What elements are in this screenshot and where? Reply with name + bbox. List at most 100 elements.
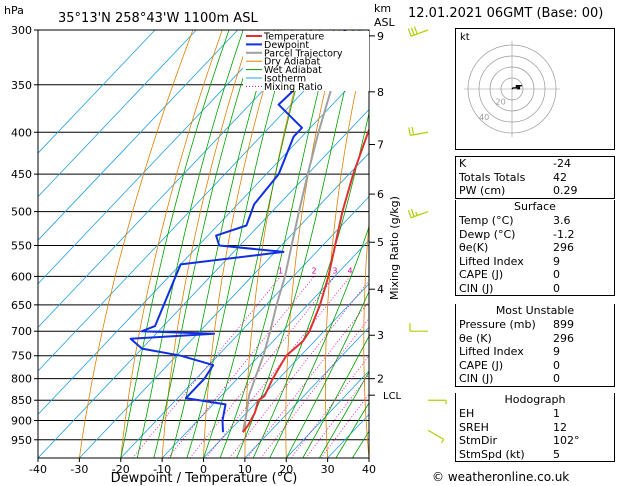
dry-adiabat-line (161, 30, 252, 458)
pressure-tick-label: 500 (11, 206, 32, 219)
height-km-label: 2 (377, 373, 384, 386)
isotherm-line (38, 30, 239, 241)
dry-adiabat-line (363, 219, 369, 458)
height-km-label: 3 (377, 329, 384, 342)
legend-entry: Mixing Ratio (264, 82, 323, 93)
height-km-label: 5 (377, 236, 384, 249)
index-row: StmDir 102° (456, 434, 614, 448)
temperature-tick-label: -40 (29, 463, 47, 476)
wind-barb (427, 429, 444, 440)
index-label: Temp (°C) (459, 214, 514, 227)
index-label: CAPE (J) (459, 268, 504, 281)
dry-adiabat-line (437, 30, 457, 458)
pressure-tick-label: 450 (11, 168, 32, 181)
pressure-tick-label: 400 (11, 126, 32, 139)
wind-barb-flag (410, 208, 415, 217)
dewpoint-profile (129, 30, 347, 433)
pressure-tick-label: 800 (11, 373, 32, 386)
index-row: CAPE (J) 0 (456, 359, 614, 373)
wet-adiabat-line (203, 30, 313, 458)
temperature-profile (242, 127, 369, 433)
isotherm-line (38, 108, 369, 458)
height-km-label: 7 (377, 138, 384, 151)
isotherm-line (79, 152, 369, 458)
index-label: Lifted Index (459, 345, 524, 358)
index-value: 0 (553, 281, 560, 295)
storm-motion-marker (517, 86, 521, 90)
index-value: 0.29 (553, 184, 578, 197)
index-label: PW (cm) (459, 184, 506, 197)
hodograph-indices: Hodograph EH 1 SREH 12 StmDir 102° StmSpd (kt)… (455, 393, 615, 462)
index-row: CIN (J) 0 (456, 282, 614, 296)
index-label: K (459, 157, 467, 170)
index-label: SREH (459, 420, 489, 434)
isotherm-line (38, 30, 197, 198)
mixing-ratio-line (229, 280, 369, 458)
lcl-label: LCL (383, 391, 402, 402)
mixing-ratio-label: 20 (439, 266, 449, 275)
pressure-tick-label: 300 (11, 24, 32, 37)
temperature-tick-label: 30 (321, 463, 335, 476)
mixing-ratio-line (305, 373, 369, 458)
temperature-tick-label: 10 (238, 463, 252, 476)
index-row: StmSpd (kt) 5 (456, 448, 614, 462)
index-row: CAPE (J) 0 (456, 268, 614, 282)
index-label: CAPE (J) (459, 358, 504, 372)
wet-adiabat-line (335, 402, 369, 458)
wind-barb-flag (408, 127, 411, 136)
mixing-ratio-line (167, 276, 315, 458)
hodograph-trace (511, 85, 522, 90)
isotherm-line (161, 239, 369, 458)
wet-adiabat-line (136, 30, 244, 458)
mixing-ratio-label: 16 (425, 266, 435, 275)
temperature-tick-label: -20 (112, 463, 130, 476)
index-label: CIN (J) (459, 372, 494, 385)
hodograph-indices-title: Hodograph (504, 393, 566, 406)
wet-adiabat-line (153, 30, 259, 458)
index-label: θe(K) (459, 241, 489, 254)
mixing-ratio-line (260, 317, 369, 458)
wind-barb-flag (413, 26, 418, 35)
index-value: 1 (553, 407, 560, 420)
index-label: Pressure (mb) (459, 318, 536, 331)
index-value: 102° (553, 434, 580, 447)
index-value: 5 (553, 447, 560, 461)
index-value: -24 (553, 157, 571, 170)
general-indices: K -24 Totals Totals 42 PW (cm) 0.29 (455, 156, 615, 199)
wind-barbs (407, 26, 447, 444)
index-row: K -24 (456, 157, 614, 171)
index-label: StmSpd (kt) (459, 447, 525, 461)
index-value: -1.2 (553, 227, 575, 241)
datetime-label: 12.01.2021 06GMT (Base: 00) (408, 6, 604, 21)
dry-adiabat-line (79, 30, 194, 458)
index-value: 899 (553, 318, 574, 331)
asl-unit-label: ASL (374, 16, 396, 29)
index-value: 0 (553, 358, 560, 372)
profile-traces (129, 30, 369, 433)
x-axis-label: Dewpoint / Temperature (°C) (111, 471, 298, 486)
index-row: EH 1 (456, 407, 614, 421)
mixing-ratio-line (205, 276, 351, 458)
legend-entry: Isotherm (264, 74, 306, 85)
height-km-label: 8 (377, 86, 384, 99)
axes: 3003504004505005506006507007508008509009… (11, 24, 402, 476)
dry-adiabat-line (401, 30, 428, 458)
wind-barb-flag (411, 126, 415, 135)
wind-barb-half (441, 438, 445, 444)
height-km-label: 4 (377, 283, 384, 296)
wet-adiabat-line (252, 111, 369, 458)
wind-barb (410, 131, 429, 136)
index-value: 42 (553, 170, 567, 184)
parcel-trajectory (241, 30, 355, 433)
index-label: Totals Totals (459, 170, 526, 184)
wet-adiabat-line (285, 290, 369, 458)
wind-barb-flag (407, 210, 412, 218)
legend-entry: Wet Adiabat (264, 65, 322, 76)
wet-adiabat-line (170, 30, 275, 458)
temperature-tick-label: -10 (153, 463, 171, 476)
wind-barb-flag (407, 28, 412, 37)
height-km-label: 9 (377, 30, 384, 43)
isotherm-line (203, 283, 369, 458)
